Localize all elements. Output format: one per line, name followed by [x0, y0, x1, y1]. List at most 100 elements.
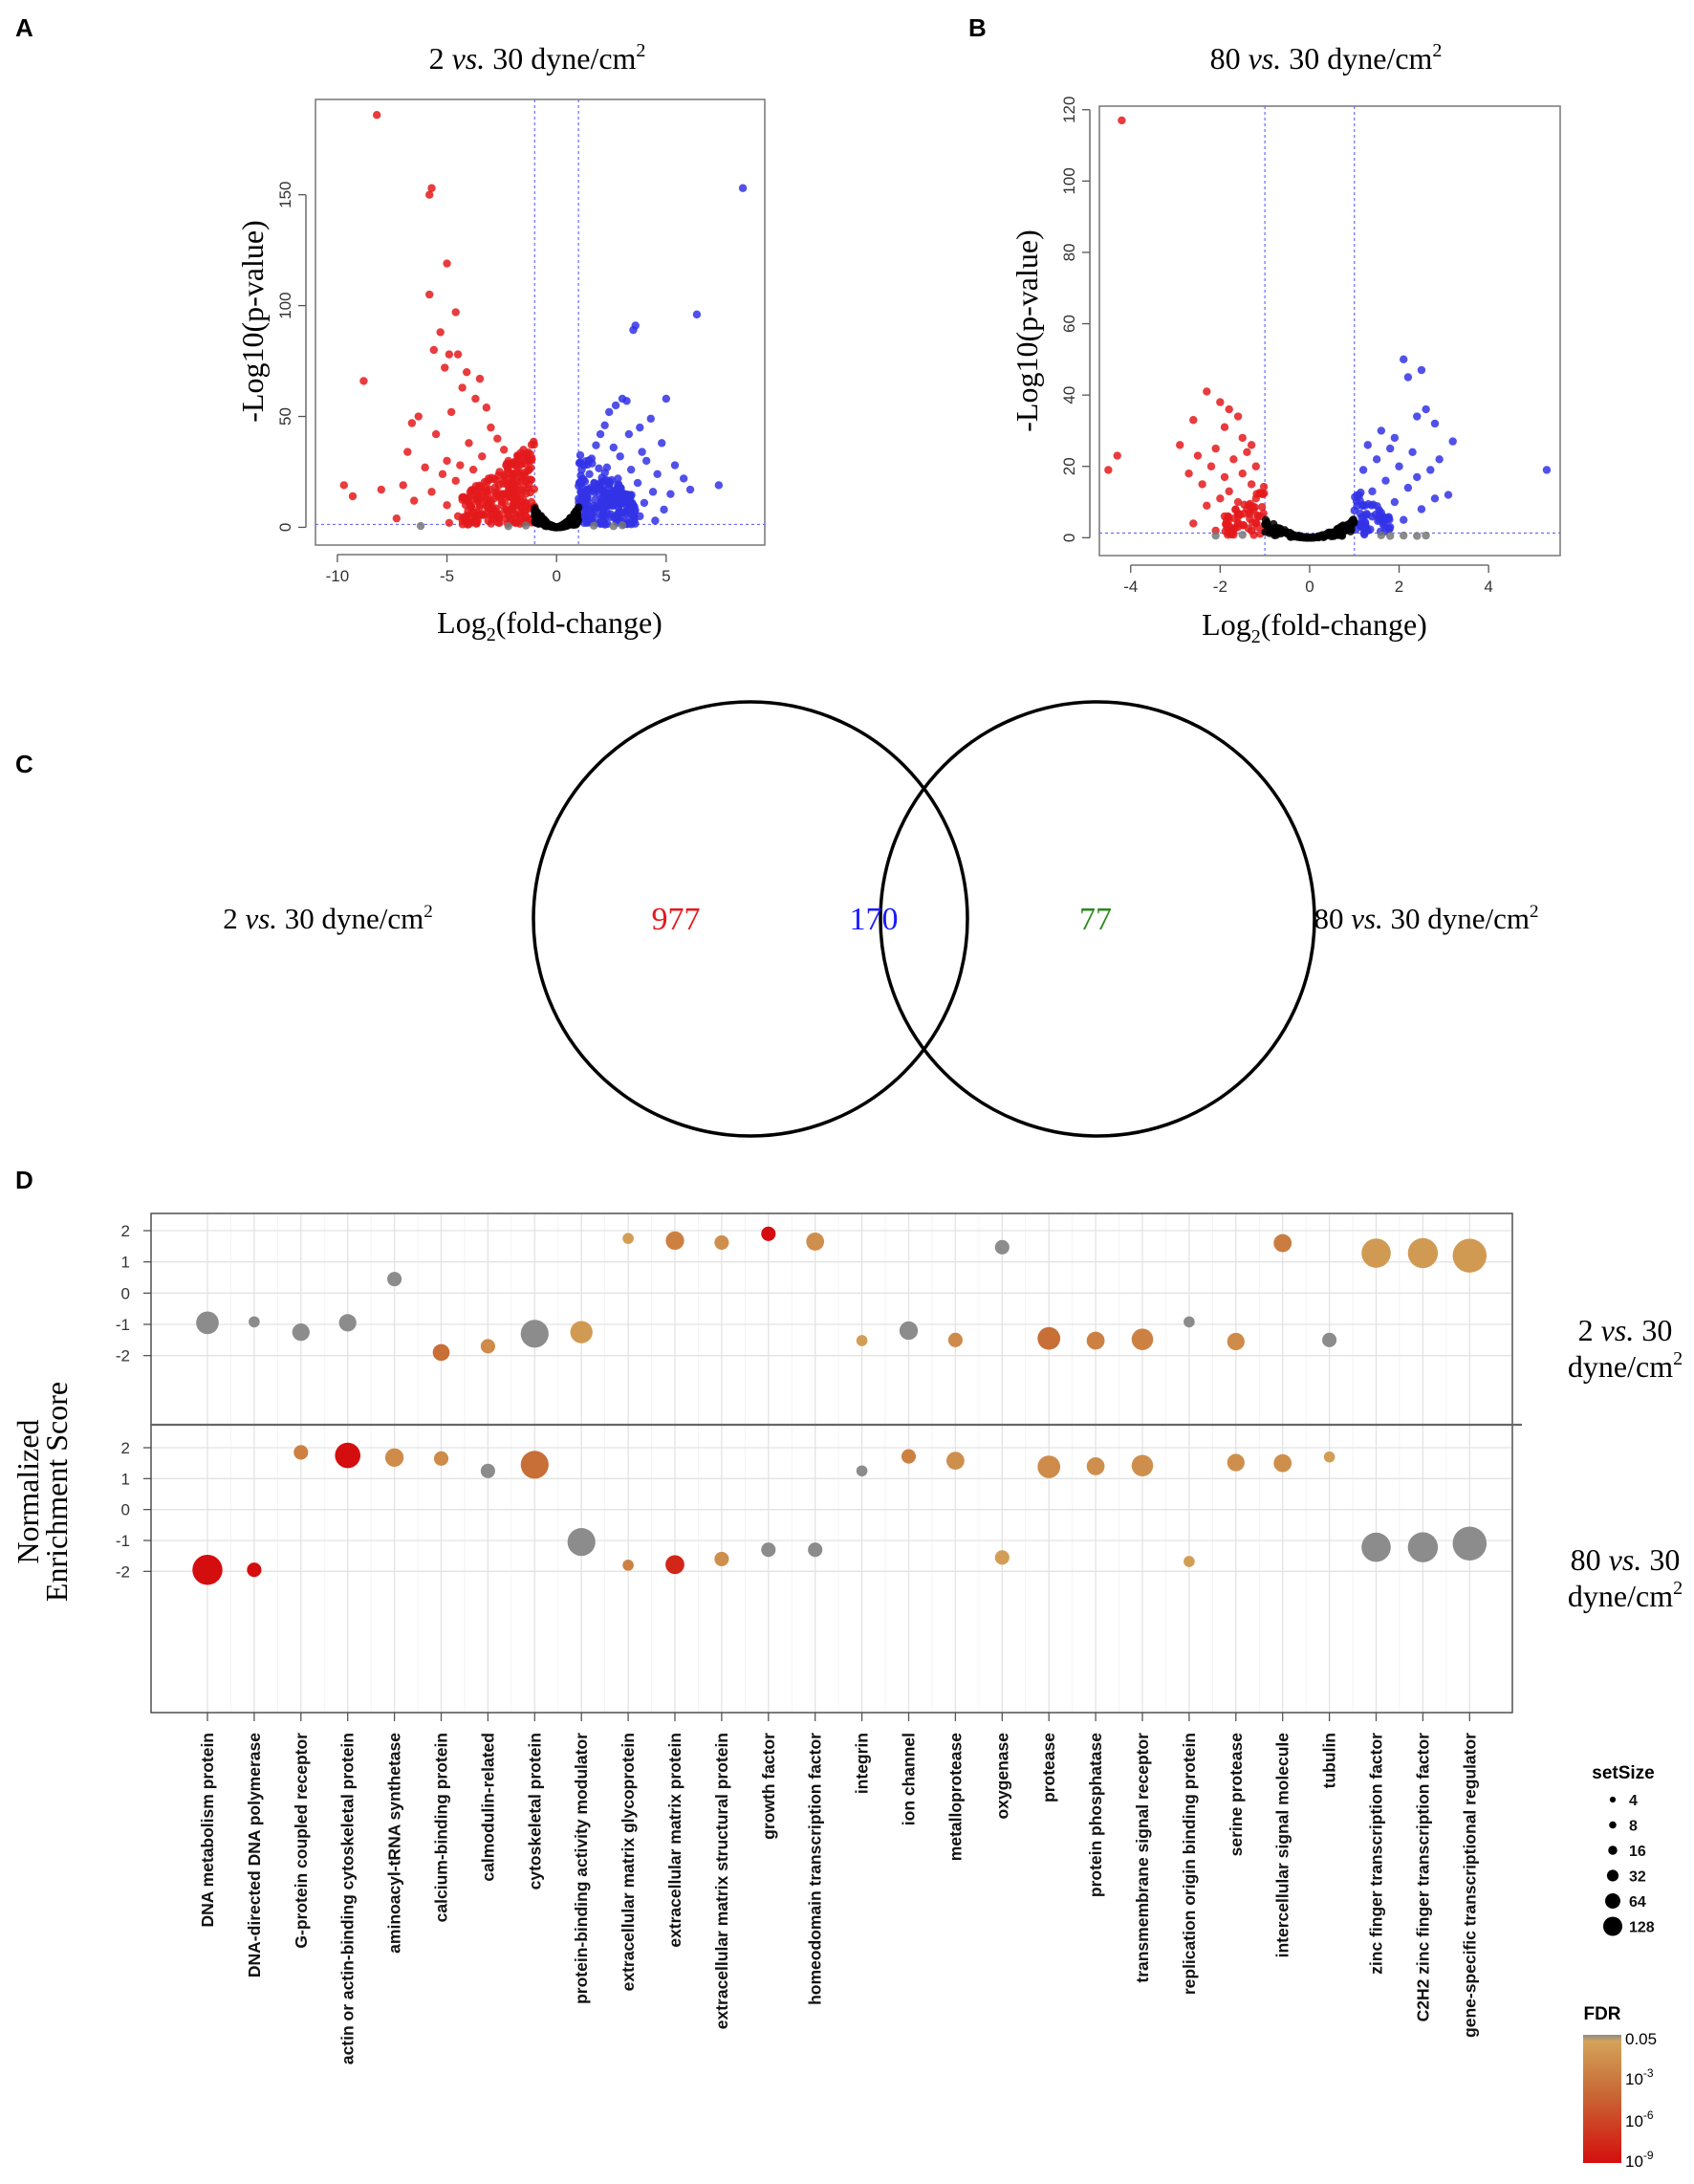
- fdr-legend: FDR 0.05 10-3 10-6 10-9: [1583, 2004, 1657, 2171]
- category-label: protein-binding activity modulator: [572, 1733, 591, 2004]
- volcano-plot-b: 80 vs. 30 dyne/cm2 -4 -2 0 2 402040608010012…: [1010, 40, 1561, 647]
- point-upregulated: [588, 510, 597, 518]
- y-tick-label: 2: [121, 1439, 130, 1457]
- point-up: [636, 512, 644, 521]
- point-upregulated: [1373, 502, 1381, 511]
- y-tick-label: 0: [121, 1501, 130, 1519]
- point-up: [1385, 522, 1395, 532]
- enrichment-dot: [338, 1314, 357, 1332]
- point-up: [636, 423, 644, 432]
- volcano-a-xlabel: Log2(fold-change): [437, 605, 662, 645]
- point-up: [609, 443, 619, 452]
- point-down: [1118, 116, 1126, 125]
- point-up: [629, 325, 638, 335]
- point-down: [467, 503, 475, 512]
- point-downregulated: [1255, 489, 1264, 497]
- point-up: [658, 439, 666, 448]
- dotplot-ylabel-line1: Normalized: [11, 1419, 45, 1563]
- point-down: [465, 439, 473, 448]
- point-up: [585, 470, 594, 479]
- enrichment-dot: [1184, 1556, 1195, 1567]
- point-grey: [589, 521, 598, 531]
- point-up: [624, 429, 634, 439]
- point-up: [1444, 491, 1453, 499]
- point-upregulated: [576, 477, 585, 487]
- y-tick-label: 0: [121, 1284, 130, 1302]
- point-not-significant: [571, 515, 579, 524]
- point-down: [427, 488, 436, 496]
- y-tick-label: -1: [116, 1316, 130, 1334]
- point-downregulated: [1257, 503, 1267, 512]
- y-tick-label: 40: [1060, 386, 1078, 404]
- point-upregulated: [576, 488, 585, 496]
- point-down: [1238, 470, 1247, 478]
- enrichment-dot: [1273, 1453, 1292, 1473]
- point-down: [443, 259, 451, 268]
- y-tick-label: 50: [276, 407, 294, 426]
- point-up: [1403, 483, 1413, 492]
- category-label: homeodomain transcription factor: [806, 1733, 825, 2005]
- point-up: [1395, 462, 1403, 470]
- enrichment-dot: [808, 1542, 823, 1558]
- point-downregulated: [519, 446, 528, 454]
- category-label: ion channel: [900, 1733, 919, 1825]
- point-downregulated: [527, 440, 536, 449]
- point-up: [616, 452, 624, 461]
- enrichment-dot: [1322, 1332, 1337, 1347]
- point-grey: [609, 522, 619, 531]
- point-up: [662, 394, 671, 404]
- point-downregulated: [482, 486, 490, 495]
- venn-overlap-count: 170: [850, 902, 899, 937]
- point-down: [1203, 387, 1211, 396]
- point-down: [509, 505, 517, 514]
- point-grey: [1385, 532, 1395, 540]
- point-upregulated: [591, 495, 599, 504]
- enrichment-dot: [520, 1320, 549, 1348]
- point-upregulated: [1360, 518, 1370, 527]
- point-downregulated: [1231, 505, 1240, 514]
- category-label: calmodulin-related: [478, 1733, 497, 1882]
- point-down: [487, 496, 495, 505]
- point-down: [495, 468, 504, 476]
- point-up: [592, 503, 600, 512]
- point-up: [640, 498, 649, 508]
- point-not-significant: [1267, 527, 1275, 535]
- point-down: [1251, 462, 1260, 470]
- point-upregulated: [595, 464, 603, 473]
- category-label: extracellular matrix protein: [665, 1733, 684, 1948]
- point-down: [372, 111, 381, 120]
- point-not-significant: [1303, 534, 1313, 542]
- category-label: growth factor: [759, 1733, 778, 1840]
- point-downregulated: [530, 485, 539, 493]
- point-down: [504, 456, 512, 466]
- point-up: [583, 518, 592, 528]
- y-tick-label: 0: [276, 523, 294, 532]
- enrichment-dot: [856, 1465, 868, 1477]
- point-upregulated: [614, 480, 622, 489]
- category-label: transmembrane signal receptor: [1133, 1733, 1152, 1983]
- point-down: [445, 518, 454, 528]
- point-upregulated: [1357, 488, 1365, 497]
- point-down: [451, 308, 460, 317]
- enrichment-dot: [946, 1452, 965, 1470]
- point-downregulated: [467, 486, 476, 494]
- point-up: [1400, 515, 1408, 524]
- point-down: [493, 434, 502, 443]
- enrichment-dot: [1407, 1532, 1439, 1562]
- category-label: C2H2 zinc finger transcription factor: [1413, 1733, 1432, 2022]
- point-not-significant: [1336, 527, 1344, 535]
- point-up: [1430, 494, 1440, 503]
- point-down: [438, 470, 447, 479]
- point-up: [1435, 455, 1444, 464]
- point-grey: [521, 521, 531, 530]
- point-not-significant: [1325, 528, 1334, 537]
- enrichment-dot: [387, 1272, 402, 1287]
- point-up: [1358, 512, 1368, 521]
- point-down: [1233, 412, 1243, 421]
- point-upregulated: [1379, 516, 1388, 525]
- enrichment-dot: [994, 1550, 1010, 1565]
- category-label: actin or actin-binding cytoskeletal prot…: [338, 1733, 358, 2064]
- point-downregulated: [527, 463, 535, 472]
- enrichment-dot: [856, 1335, 868, 1346]
- point-down: [512, 494, 522, 503]
